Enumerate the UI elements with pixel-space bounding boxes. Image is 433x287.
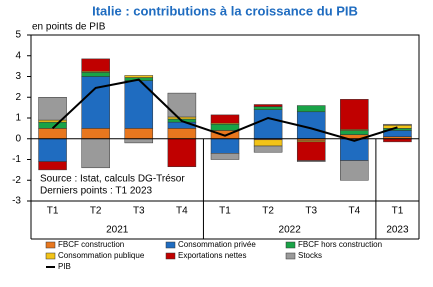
bar-segment xyxy=(167,92,197,118)
bar-segment xyxy=(253,106,283,110)
bar-segment xyxy=(383,123,412,126)
bar-segment xyxy=(296,105,326,113)
legend-label: FBCF hors construction xyxy=(298,240,382,249)
legend-label: Consommation privée xyxy=(178,240,256,249)
legend-swatch xyxy=(285,241,296,249)
bar-segment xyxy=(296,160,326,162)
chart-title: Italie : contributions à la croissance d… xyxy=(92,3,358,18)
legend-label: FBCF construction xyxy=(58,240,124,249)
x-tick-label: T1 xyxy=(219,206,231,217)
plot-frame xyxy=(30,34,420,202)
bar-segment xyxy=(167,128,197,139)
legend-swatch xyxy=(45,241,56,249)
bar-segment xyxy=(38,97,67,121)
bar-segment xyxy=(253,139,283,147)
bar-segment xyxy=(253,104,283,107)
bar-segment xyxy=(81,76,110,129)
x-tick-label: T4 xyxy=(176,206,188,217)
bar-segment xyxy=(38,161,67,171)
y-tick-label: 1 xyxy=(15,113,21,124)
bar-segment xyxy=(210,114,240,124)
bar-segment xyxy=(81,128,110,139)
bar-segment xyxy=(38,128,67,139)
x-tick-label: T4 xyxy=(348,206,360,217)
bar-segment xyxy=(210,153,240,160)
y-axis-label: en points de PIB xyxy=(32,22,106,33)
y-tick-label: 0 xyxy=(15,133,21,144)
legend-label: Stocks xyxy=(298,251,322,260)
bar-segment xyxy=(38,138,67,162)
x-group-label: 2021 xyxy=(106,225,129,236)
y-tick-label: -1 xyxy=(12,154,21,165)
bar-segment xyxy=(340,130,369,135)
legend-swatch xyxy=(45,252,56,260)
bar-segment xyxy=(253,145,283,153)
bar-segment xyxy=(124,128,154,139)
y-tick-label: 4 xyxy=(15,50,21,61)
legend-swatch xyxy=(285,252,296,260)
bar-segment xyxy=(167,116,197,120)
bar-segment xyxy=(296,141,326,161)
legend-label: PIB xyxy=(58,262,71,271)
bar-segment xyxy=(167,138,197,168)
bar-segment xyxy=(340,138,369,161)
bar-segment xyxy=(340,160,369,181)
x-group-label: 2022 xyxy=(279,225,302,236)
legend-swatch xyxy=(165,252,176,260)
x-tick-label: T2 xyxy=(262,206,274,217)
x-tick-label: T3 xyxy=(133,206,145,217)
y-tick-label: -3 xyxy=(12,196,21,207)
y-tick-label: 3 xyxy=(15,71,21,82)
x-tick-label: T1 xyxy=(392,206,404,217)
y-tick-label: 2 xyxy=(15,92,21,103)
y-tick-label: -2 xyxy=(12,175,21,186)
legend-label: Consommation publique xyxy=(58,251,145,260)
legend-label: Exportations nettes xyxy=(178,251,246,260)
bar-segment xyxy=(253,109,283,139)
annotation: Source : Istat, calculs DG-Trésor xyxy=(40,174,185,185)
annotation: Derniers points : T1 2023 xyxy=(40,186,153,197)
bar-segment xyxy=(210,138,240,154)
bar-segment xyxy=(81,138,110,169)
x-group-label: 2023 xyxy=(386,225,409,236)
y-tick-label: 5 xyxy=(15,30,21,41)
bar-segment xyxy=(340,99,369,130)
bar-segment xyxy=(124,138,154,144)
legend-swatch xyxy=(165,241,176,249)
x-tick-label: T3 xyxy=(305,206,317,217)
x-tick-label: T2 xyxy=(90,206,102,217)
bar-segment xyxy=(81,72,110,77)
x-tick-label: T1 xyxy=(47,206,59,217)
bar-segment xyxy=(124,75,154,78)
bar-segment xyxy=(210,123,240,131)
line xyxy=(51,78,398,142)
bar-segment xyxy=(81,58,110,72)
